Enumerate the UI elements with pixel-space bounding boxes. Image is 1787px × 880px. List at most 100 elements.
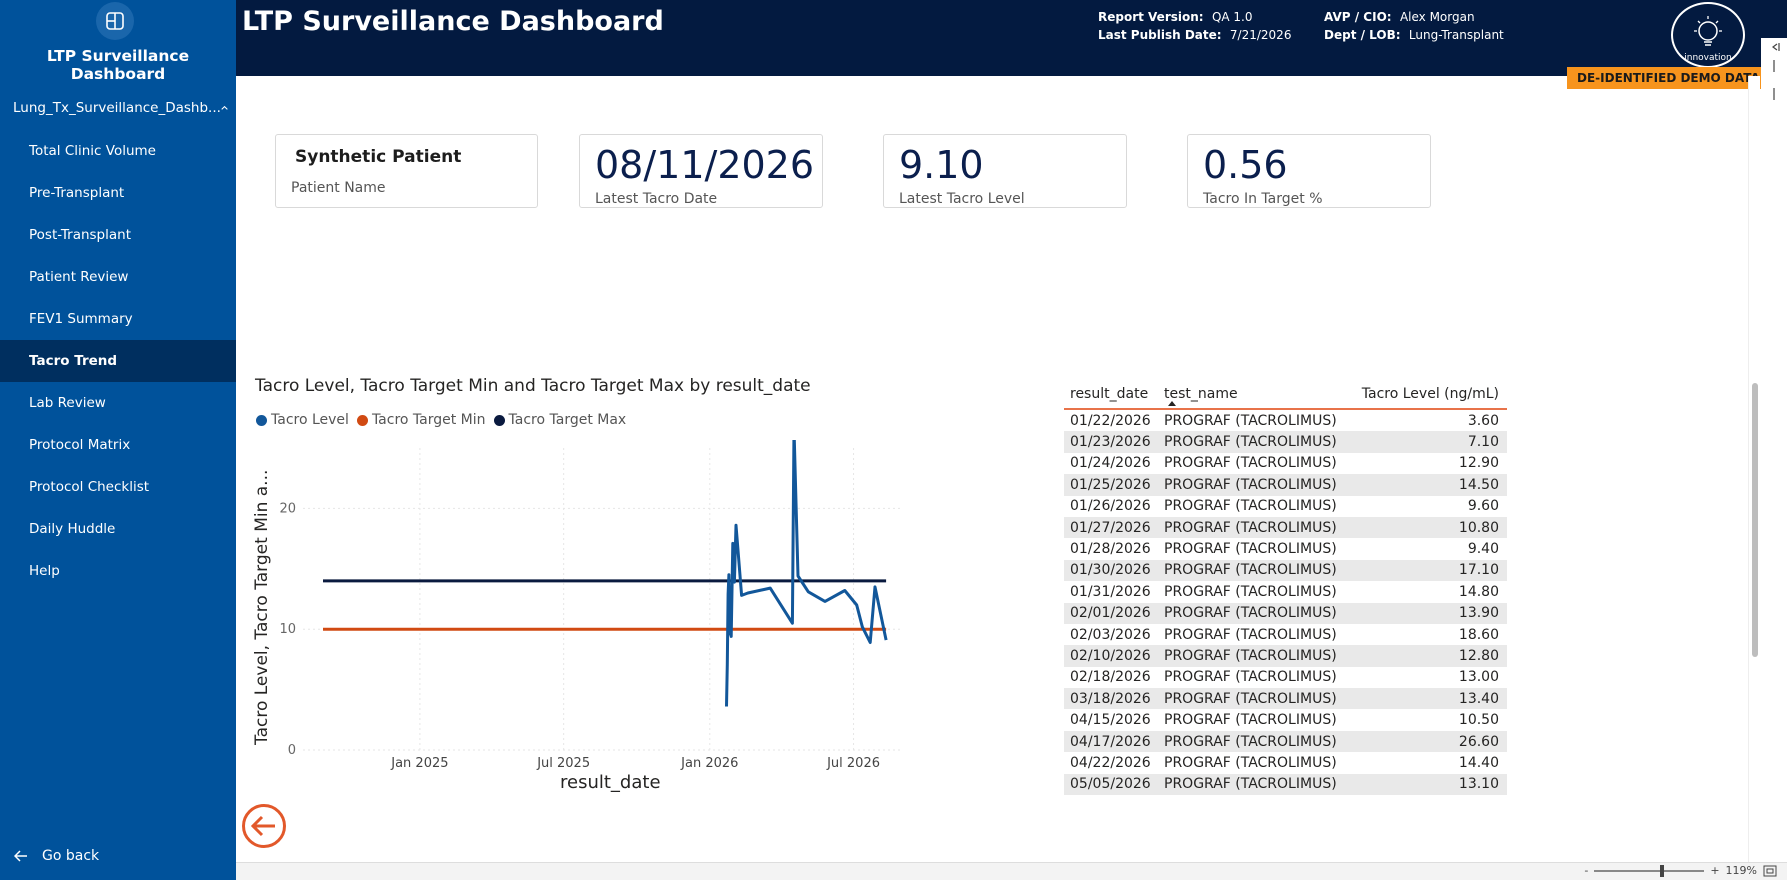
cell-test-name: PROGRAF (TACROLIMUS) [1164,455,1337,472]
column-header-tacro-level[interactable]: Tacro Level (ng/mL) [1361,386,1499,402]
table-row[interactable]: 01/25/2026 PROGRAF (TACROLIMUS) 14.50 [1064,474,1507,496]
report-group-toggle[interactable]: Lung_Tx_Surveillance_Dashb... [13,100,228,116]
vertical-scrollbar-thumb[interactable] [1752,383,1758,657]
sidebar-item-tacro-trend[interactable]: Tacro Trend [0,340,236,382]
sidebar-item-protocol-matrix[interactable]: Protocol Matrix [0,424,236,466]
table-row[interactable]: 01/27/2026 PROGRAF (TACROLIMUS) 10.80 [1064,516,1507,539]
table-row[interactable]: 01/28/2026 PROGRAF (TACROLIMUS) 9.40 [1064,538,1507,559]
latest-tacro-date-label: Latest Tacro Date [595,191,718,207]
zoom-slider[interactable] [1594,864,1705,877]
y-tick-label: 10 [279,622,296,637]
cell-test-name: PROGRAF (TACROLIMUS) [1164,562,1337,579]
table-row[interactable]: 02/18/2026 PROGRAF (TACROLIMUS) 13.00 [1064,667,1507,688]
sidebar-item-label: FEV1 Summary [29,311,133,327]
cell-result-date: 01/30/2026 [1070,562,1151,579]
table-row[interactable]: 04/17/2026 PROGRAF (TACROLIMUS) 26.60 [1064,730,1507,753]
report-meta-left: Report Version: QA 1.0 Last Publish Date… [1098,8,1291,44]
x-tick-label: Jul 2026 [826,756,880,770]
table-row[interactable]: 04/22/2026 PROGRAF (TACROLIMUS) 14.40 [1064,752,1507,773]
cell-tacro-level: 13.90 [1458,605,1499,622]
cell-result-date: 05/05/2026 [1070,776,1151,793]
cell-test-name: PROGRAF (TACROLIMUS) [1164,733,1337,750]
table-row[interactable]: 02/01/2026 PROGRAF (TACROLIMUS) 13.90 [1064,602,1507,624]
sidebar-item-protocol-checklist[interactable]: Protocol Checklist [0,466,236,508]
sidebar-item-patient-review[interactable]: Patient Review [0,256,236,298]
sidebar-item-pre-transplant[interactable]: Pre-Transplant [0,172,236,214]
patient-name-card: Synthetic Patient Patient Name [275,134,538,208]
cell-test-name: PROGRAF (TACROLIMUS) [1164,712,1337,729]
y-tick-label: 0 [288,743,296,758]
sidebar-item-post-transplant[interactable]: Post-Transplant [0,214,236,256]
sidebar-item-daily-huddle[interactable]: Daily Huddle [0,508,236,550]
table-row[interactable]: 03/18/2026 PROGRAF (TACROLIMUS) 13.40 [1064,688,1507,710]
cell-result-date: 01/27/2026 [1070,519,1151,536]
legend-item[interactable]: Tacro Level [256,412,349,428]
table-row[interactable]: 01/24/2026 PROGRAF (TACROLIMUS) 12.90 [1064,453,1507,474]
sidebar-item-help[interactable]: Help [0,550,236,592]
table-row[interactable]: 02/10/2026 PROGRAF (TACROLIMUS) 12.80 [1064,645,1507,667]
go-back-button[interactable]: Go back [14,848,99,864]
chart-title: Tacro Level, Tacro Target Min and Tacro … [255,376,811,396]
zoom-out-button[interactable]: - [1584,864,1589,877]
table-row[interactable]: 01/23/2026 PROGRAF (TACROLIMUS) 7.10 [1064,431,1507,453]
app-title: LTP Surveillance Dashboard [46,47,190,83]
legend-label: Tacro Target Max [508,412,627,428]
sidebar-item-label: Protocol Matrix [29,437,131,453]
table-row[interactable]: 02/03/2026 PROGRAF (TACROLIMUS) 18.60 [1064,624,1507,645]
sidebar-item-label: Help [29,563,60,579]
zoom-in-button[interactable]: + [1710,864,1720,877]
cell-tacro-level: 10.50 [1458,712,1499,729]
table-row[interactable]: 01/26/2026 PROGRAF (TACROLIMUS) 9.60 [1064,496,1507,517]
cell-tacro-level: 14.80 [1458,583,1499,600]
zoom-level: 119% [1725,864,1757,877]
avp-value: Alex Morgan [1399,10,1475,24]
cell-test-name: PROGRAF (TACROLIMUS) [1164,647,1337,664]
chevron-up-icon [221,105,228,110]
dept-value: Lung-Transplant [1408,28,1504,42]
cell-result-date: 04/22/2026 [1070,754,1151,771]
demo-data-badge: DE-IDENTIFIED DEMO DATA [1567,67,1761,89]
side-pane-tabs[interactable] [1761,38,1787,108]
table-row[interactable]: 01/22/2026 PROGRAF (TACROLIMUS) 3.60 [1064,410,1507,431]
column-header-result-date[interactable]: result_date [1070,386,1149,402]
sidebar-item-label: Daily Huddle [29,521,116,537]
latest-tacro-level-value: 9.10 [899,143,984,187]
cell-result-date: 03/18/2026 [1070,690,1151,707]
sidebar-item-lab-review[interactable]: Lab Review [0,382,236,424]
sidebar-item-total-clinic-volume[interactable]: Total Clinic Volume [0,130,236,172]
sidebar-item-label: Protocol Checklist [29,479,150,495]
table-row[interactable]: 04/15/2026 PROGRAF (TACROLIMUS) 10.50 [1064,709,1507,730]
header: LTP Surveillance Dashboard Report Versio… [236,0,1787,76]
table-row[interactable]: 01/30/2026 PROGRAF (TACROLIMUS) 17.10 [1064,559,1507,582]
table-row[interactable]: 01/31/2026 PROGRAF (TACROLIMUS) 14.80 [1064,581,1507,602]
legend-item[interactable]: Tacro Target Min [356,412,486,428]
cell-result-date: 01/24/2026 [1070,455,1151,472]
latest-tacro-date-value: 08/11/2026 [595,143,815,187]
go-back-label: Go back [42,848,100,864]
chart-y-axis-label: Tacro Level, Tacro Target Min a... [252,469,272,745]
x-tick-label: Jan 2026 [680,756,738,770]
report-version-label: Report Version: [1098,10,1204,24]
legend-dot [493,414,505,426]
cell-test-name: PROGRAF (TACROLIMUS) [1164,754,1337,771]
zoom-slider-knob[interactable] [1660,864,1665,877]
report-group-label: Lung_Tx_Surveillance_Dashb... [13,100,221,116]
back-arrow-button[interactable] [242,804,286,848]
vertical-scrollbar[interactable] [1748,76,1760,862]
cell-result-date: 04/17/2026 [1070,733,1151,750]
latest-tacro-level-label: Latest Tacro Level [899,191,1025,207]
fit-to-page-icon[interactable] [1763,865,1777,877]
cell-tacro-level: 9.40 [1467,541,1499,558]
legend-item[interactable]: Tacro Target Max [493,412,627,428]
tacro-line-chart[interactable]: 0 10 20 Jan 2025 Jul 2025 Jan 2026 Jul 2026 [250,440,920,770]
tacro-table: result_date test_name Tacro Level (ng/mL… [1064,380,1507,796]
cell-tacro-level: 3.60 [1467,412,1499,429]
cell-tacro-level: 9.60 [1467,498,1499,515]
cell-test-name: PROGRAF (TACROLIMUS) [1164,412,1337,429]
table-row[interactable]: 05/05/2026 PROGRAF (TACROLIMUS) 13.10 [1064,773,1507,796]
x-tick-label: Jan 2025 [390,756,448,770]
x-tick-label: Jul 2025 [536,756,590,770]
column-header-test-name[interactable]: test_name [1164,386,1238,402]
cell-tacro-level: 10.80 [1458,519,1499,536]
sidebar-item-fev1-summary[interactable]: FEV1 Summary [0,298,236,340]
